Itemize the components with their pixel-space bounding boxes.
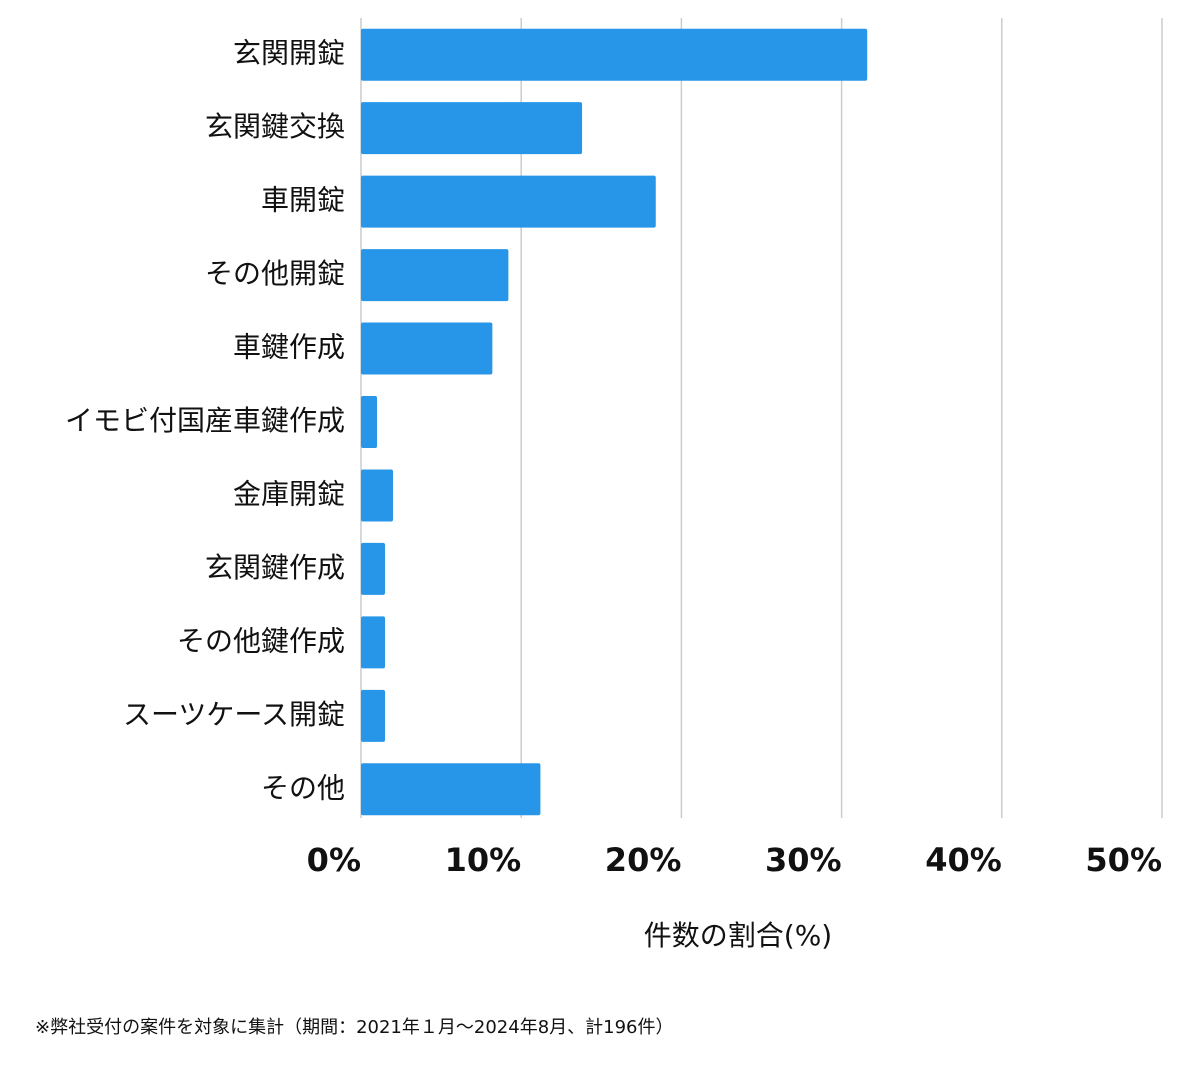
bar (361, 102, 583, 155)
bar (361, 763, 541, 816)
x-tick-label: 20% (605, 841, 682, 879)
bar (361, 689, 386, 742)
x-tick-label: 50% (1085, 841, 1162, 879)
bar (361, 616, 386, 669)
x-axis-label: 件数の割合(%) (644, 919, 832, 952)
x-tick-label: 30% (765, 841, 842, 879)
y-tick-label: その他 (261, 771, 345, 804)
bar (361, 249, 509, 302)
footnote: ※弊社受付の案件を対象に集計（期間：2021年１月〜2024年8月、計196件） (35, 1017, 674, 1038)
bar (361, 542, 386, 595)
bar (361, 396, 378, 448)
bar (361, 175, 656, 228)
bar (361, 28, 868, 81)
y-tick-label: その他開錠 (205, 257, 345, 290)
y-tick-label: 玄関開錠 (233, 37, 345, 70)
y-tick-label: 車鍵作成 (233, 331, 345, 364)
x-tick-label: 0% (307, 841, 361, 879)
y-tick-label: 玄関鍵作成 (205, 551, 345, 584)
bar (361, 322, 493, 375)
y-tick-label: 金庫開錠 (233, 477, 345, 510)
x-tick-label: 10% (445, 841, 522, 879)
y-tick-label: スーツケース開錠 (123, 698, 345, 731)
y-tick-label: 車開錠 (261, 184, 345, 217)
y-tick-label: 玄関鍵交換 (205, 110, 345, 143)
bar (361, 469, 394, 522)
y-tick-label: その他鍵作成 (177, 624, 345, 657)
y-tick-label: イモビ付国産車鍵作成 (65, 404, 345, 437)
x-tick-label: 40% (925, 841, 1002, 879)
